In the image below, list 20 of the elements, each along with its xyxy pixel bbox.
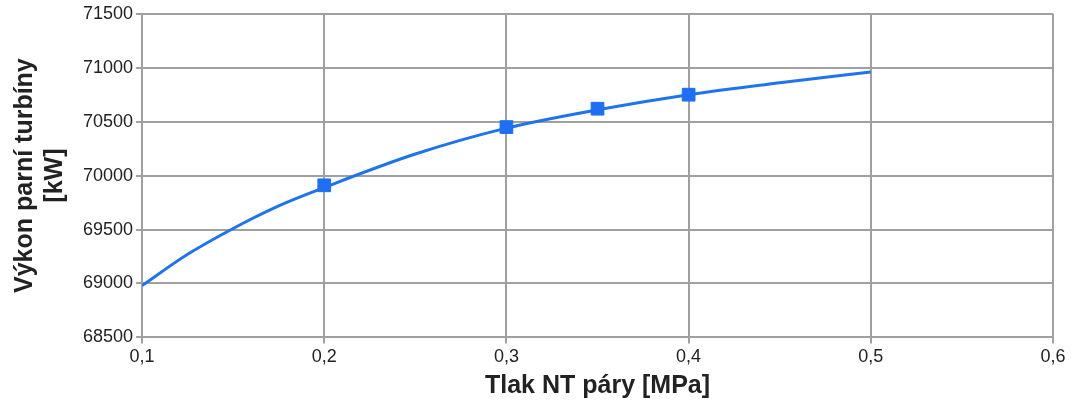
- x-tick-label: 0,1: [129, 346, 155, 367]
- point: [681, 87, 696, 102]
- x-axis-title: Tlak NT páry [MPa]: [485, 369, 711, 398]
- x-tick-label: 0,5: [858, 346, 884, 367]
- y-tick-label: 71000: [82, 56, 134, 77]
- line-series: [142, 70, 873, 288]
- y-tick-label: 69000: [82, 272, 134, 293]
- x-tick-label: 0,3: [493, 346, 519, 367]
- x-tick-label: 0,6: [1040, 346, 1066, 367]
- point: [499, 120, 514, 134]
- point: [590, 101, 605, 116]
- y-tick-label: 71500: [82, 2, 134, 23]
- y-tick-label: 68500: [82, 326, 134, 347]
- y-tick-label: 70500: [82, 110, 134, 131]
- x-tick-label: 0,4: [676, 346, 702, 367]
- point: [317, 178, 332, 193]
- x-tick-label: 0,2: [311, 346, 337, 367]
- y-tick-label: 69500: [82, 218, 134, 239]
- y-tick-label: 70000: [82, 164, 134, 185]
- y-axis-title: Výkon parní turbíny [kW]: [8, 58, 67, 293]
